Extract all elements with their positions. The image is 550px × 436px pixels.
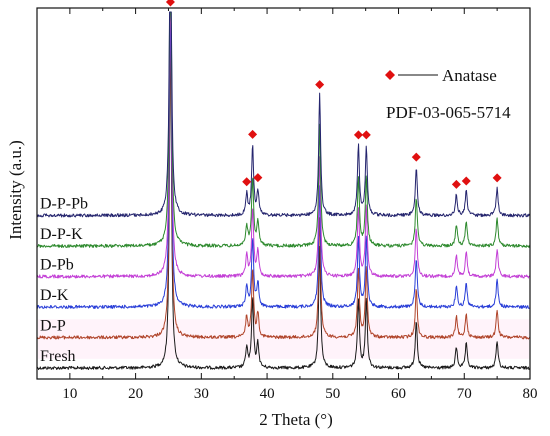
series-label-d-p-pb: D-P-Pb: [40, 196, 88, 213]
plot-frame: [36, 7, 531, 380]
anatase-marker: [361, 130, 371, 140]
glow-band: [38, 319, 529, 359]
x-tick-label: 30: [194, 386, 209, 402]
legend-label-pdf: PDF-03-065-5714: [386, 103, 511, 122]
series-label-d-pb: D-Pb: [40, 257, 74, 274]
anatase-marker: [461, 176, 471, 186]
anatase-marker: [353, 130, 363, 140]
series-line-d-p: [36, 11, 531, 340]
x-tick-label: 50: [325, 386, 340, 402]
x-axis-title: 2 Theta (°): [259, 410, 333, 429]
series-label-d-p: D-P: [40, 318, 66, 335]
anatase-marker: [411, 152, 421, 162]
axes: 10 20 30 40 50 60 70 80: [36, 7, 538, 402]
anatase-marker: [451, 179, 461, 189]
x-tick-label: 40: [260, 386, 275, 402]
anatase-marker: [165, 0, 175, 7]
series-line-d-k: [36, 11, 531, 309]
series-label-d-k: D-K: [40, 287, 69, 304]
legend-label-anatase: Anatase: [442, 66, 497, 85]
x-tick-label: 60: [391, 386, 406, 402]
x-tick-label: 80: [523, 386, 538, 402]
series-line-d-p-k: [36, 11, 531, 248]
legend: Anatase PDF-03-065-5714: [385, 66, 511, 122]
series-line-fresh: [36, 33, 531, 371]
pink-glow-band: [38, 319, 529, 359]
anatase-marker: [315, 80, 325, 90]
series-label-d-p-k: D-P-K: [40, 226, 83, 243]
anatase-marker: [492, 173, 502, 183]
x-tick-label: 10: [62, 386, 77, 402]
anatase-marker: [253, 173, 263, 183]
anatase-marker: [242, 177, 252, 187]
anatase-marker: [248, 129, 258, 139]
y-axis-title: Intensity (a.u.): [6, 140, 25, 240]
series-line-d-pb: [36, 11, 531, 279]
x-tick-label: 20: [128, 386, 143, 402]
legend-diamond-marker: [385, 70, 395, 80]
series-label-fresh: Fresh: [40, 348, 76, 365]
anatase-markers: [165, 0, 502, 189]
series-labels: Fresh D-P D-K D-Pb D-P-K D-P-Pb: [40, 196, 88, 366]
series-line-d-p-pb: [36, 11, 531, 218]
series-group: [36, 11, 531, 371]
x-tick-label: 70: [457, 386, 472, 402]
